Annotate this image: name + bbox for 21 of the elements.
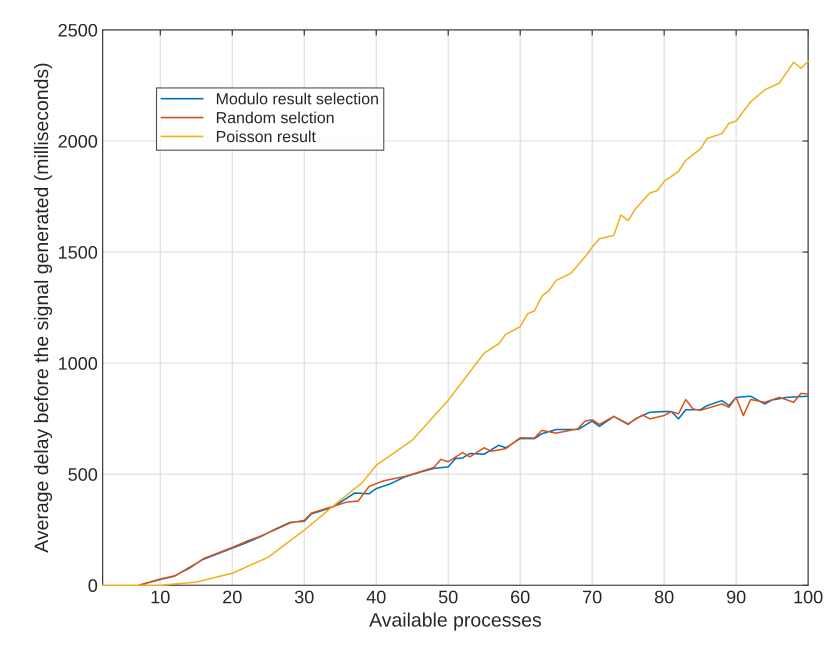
y-tick-label: 500 bbox=[68, 468, 98, 481]
y-axis-title: Average delay before the signal generated (milliseconds) bbox=[34, 64, 52, 553]
x-tick-label: 40 bbox=[366, 590, 386, 604]
x-tick-label: 80 bbox=[654, 590, 674, 604]
x-tick-label: 100 bbox=[794, 590, 822, 604]
x-tick-label: 30 bbox=[294, 590, 314, 604]
x-tick-label: 20 bbox=[223, 590, 242, 604]
x-tick-label: 50 bbox=[438, 590, 458, 604]
x-axis-title: Available processes bbox=[369, 612, 541, 631]
x-tick-label: 70 bbox=[583, 590, 602, 604]
y-tick-label: 2000 bbox=[58, 134, 98, 148]
legend-label: Random selction bbox=[216, 112, 334, 124]
x-tick-label: 90 bbox=[726, 590, 746, 604]
y-tick-label: 1500 bbox=[59, 246, 98, 259]
legend-label: Poisson result bbox=[216, 130, 316, 142]
y-tick-label: 0 bbox=[88, 579, 98, 592]
x-tick-label: 60 bbox=[511, 590, 530, 604]
y-tick-label: 1000 bbox=[59, 357, 98, 370]
legend-label: Modulo result selection bbox=[216, 92, 378, 104]
y-tick-label: 2500 bbox=[58, 24, 98, 37]
x-tick-label: 10 bbox=[152, 590, 170, 604]
